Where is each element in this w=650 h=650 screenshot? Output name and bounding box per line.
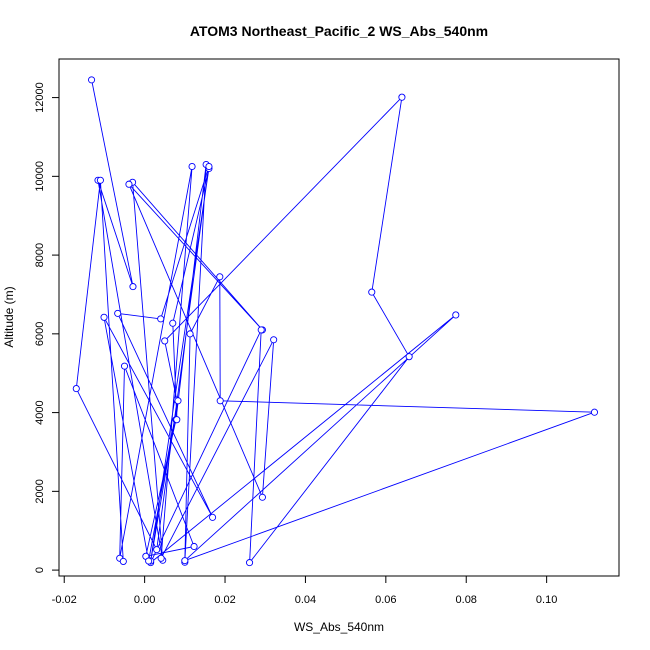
data-point: [216, 397, 224, 405]
data-point: [186, 330, 194, 338]
data-point: [452, 311, 460, 319]
data-point: [169, 319, 177, 327]
data-point: [72, 385, 80, 393]
y-tick-label: 12000: [34, 82, 46, 113]
x-tick-label: -0.02: [52, 594, 77, 606]
y-tick-label: 6000: [34, 322, 46, 346]
data-point: [205, 162, 213, 171]
y-axis: 0 2000 4000 6000 8000 10000 12000: [34, 82, 60, 573]
data-point: [209, 513, 217, 521]
data-point: [100, 313, 108, 321]
data-point: [120, 362, 129, 370]
series-points: [72, 76, 599, 567]
data-point: [88, 76, 96, 84]
data-point: [174, 397, 182, 405]
data-point: [590, 408, 599, 416]
data-point: [114, 309, 122, 317]
data-point: [246, 559, 254, 567]
y-tick-label: 0: [34, 567, 46, 573]
data-point: [125, 180, 133, 188]
data-point: [119, 557, 127, 565]
data-point: [257, 326, 265, 334]
x-axis-label: WS_Abs_540nm: [294, 620, 384, 634]
data-point: [368, 288, 376, 296]
y-tick-label: 4000: [34, 400, 46, 424]
x-tick-label: 0.06: [375, 594, 396, 606]
data-point: [270, 336, 278, 344]
data-point: [157, 315, 165, 323]
data-point: [157, 554, 165, 562]
data-point: [153, 546, 161, 554]
data-point: [190, 542, 198, 551]
y-tick-label: 10000: [34, 161, 46, 192]
x-axis: -0.02 0.00 0.02 0.04 0.06 0.08 0.10: [52, 575, 557, 606]
data-point: [181, 557, 189, 565]
x-tick-label: 0.04: [295, 594, 316, 606]
y-axis-label: Altitude (m): [2, 286, 16, 347]
x-tick-label: 0.02: [214, 594, 235, 606]
data-point: [398, 93, 406, 101]
data-point: [258, 493, 266, 501]
data-point: [129, 283, 137, 291]
data-point: [216, 273, 224, 281]
x-tick-label: 0.10: [536, 594, 557, 606]
x-tick-label: 0.00: [134, 594, 155, 606]
data-point: [145, 557, 153, 565]
y-tick-label: 2000: [34, 479, 46, 503]
data-point: [96, 176, 104, 184]
data-point: [405, 353, 413, 361]
y-tick-label: 8000: [34, 243, 46, 267]
data-point: [173, 416, 181, 424]
chart-title: ATOM3 Northeast_Pacific_2 WS_Abs_540nm: [190, 23, 488, 39]
data-point: [188, 162, 196, 171]
x-tick-label: 0.08: [456, 594, 477, 606]
data-point: [161, 337, 169, 345]
